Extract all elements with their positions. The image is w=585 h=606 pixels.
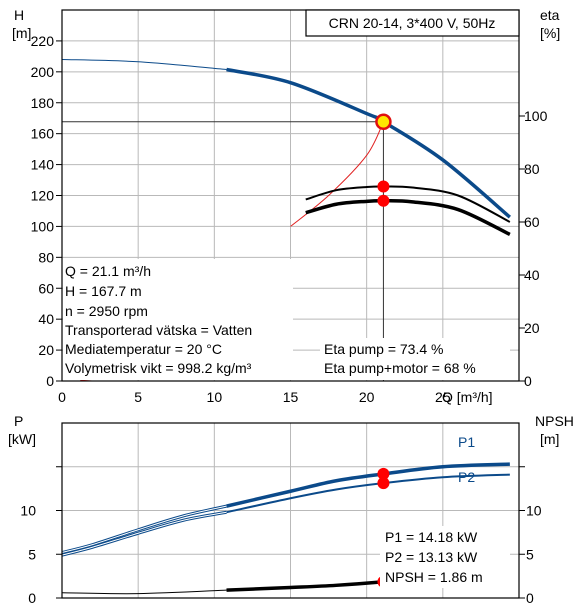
duty-point-marker: [375, 113, 392, 131]
y2-axis-unit-percent: [%]: [540, 25, 560, 41]
y-tick-label: 100: [31, 218, 55, 234]
eta-pump-marker: [377, 180, 390, 193]
performance-tick-labels: 0204060801001201401601802002200204060801…: [31, 33, 548, 405]
y2-axis-label-eta: eta: [540, 7, 560, 23]
eta-pump-text: Eta pump = 73.4 %: [324, 341, 443, 357]
y-tick-label: 20: [38, 342, 54, 358]
info-npsh: NPSH = 1.86 m: [385, 569, 483, 585]
chart-title: CRN 20-14, 3*400 V, 50Hz: [329, 15, 496, 31]
x-tick-label: 20: [359, 389, 375, 405]
power-npsh-chart: P [kW] NPSH [m] 0 5 10 0 5 10 P1 P2 P1 = 14.1…: [8, 413, 574, 606]
x-tick-label: 25: [435, 389, 451, 405]
p-tick-label: 5: [28, 546, 36, 562]
eta-pump-motor-marker: [377, 194, 390, 207]
p-tick-label: 10: [20, 503, 36, 519]
y-tick-label: 0: [46, 373, 54, 389]
legend-p2-label: P2: [458, 469, 475, 485]
y2-tick-label: 40: [524, 267, 540, 283]
info-p2: P2 = 13.13 kW: [385, 549, 478, 565]
y-axis-unit-m: [m]: [12, 25, 31, 41]
npsh-tick-label: 5: [526, 546, 534, 562]
npsh-curve-extended: [61, 589, 227, 595]
info-speed: n = 2950 rpm: [65, 303, 148, 319]
y-tick-label: 80: [38, 249, 54, 265]
y2-axis-label-npsh: NPSH: [535, 413, 574, 429]
p-tick-label: 0: [28, 590, 36, 606]
info-flow: Q = 21.1 m³/h: [65, 263, 151, 279]
info-head: H = 167.7 m: [65, 283, 142, 299]
p2-curve: [226, 473, 510, 514]
y-axis-unit-kw: [kW]: [8, 431, 36, 447]
x-tick-label: 0: [58, 389, 66, 405]
head-curve: [226, 67, 511, 219]
y-tick-label: 40: [38, 311, 54, 327]
y2-tick-label: 0: [524, 373, 532, 389]
legend-p1-label: P1: [458, 434, 475, 450]
x-tick-label: 15: [283, 389, 299, 405]
y2-tick-label: 20: [524, 320, 540, 336]
eta-pump-motor-text: Eta pump+motor = 68 %: [324, 360, 476, 376]
p1-curve-extended-core: [61, 505, 227, 553]
p1-marker: [377, 467, 390, 480]
info-liquid: Transporterad vätska = Vatten: [65, 322, 252, 338]
chart-title-box: [305, 9, 520, 37]
y-tick-label: 200: [31, 64, 55, 80]
y2-tick-label: 100: [524, 108, 548, 124]
y-tick-label: 220: [31, 33, 55, 49]
info-temperature: Mediatemperatur = 20 °C: [65, 341, 222, 357]
y-axis-label-p: P: [14, 413, 23, 429]
power-tick-labels: 0 5 10 0 5 10: [20, 466, 542, 606]
x-axis-label: Q [m³/h]: [442, 389, 493, 405]
performance-chart: CRN 20-14, 3*400 V, 50Hz H [m] eta [%] Q…: [12, 7, 560, 405]
eta-text-backdrop: [320, 338, 510, 380]
npsh-tick-label: 0: [526, 590, 534, 606]
y-tick-label: 120: [31, 188, 55, 204]
performance-curves: [61, 58, 511, 381]
info-density: Volymetrisk vikt = 998.2 kg/m³: [65, 360, 252, 376]
y2-tick-label: 60: [524, 214, 540, 230]
info-text-backdrop: [63, 259, 293, 380]
y2-axis-unit-m: [m]: [540, 431, 559, 447]
head-curve-extended: [61, 58, 227, 71]
info-p1: P1 = 14.18 kW: [385, 529, 478, 545]
p2-curve-extended-core: [61, 511, 227, 556]
y2-tick-label: 80: [524, 161, 540, 177]
p2-marker: [377, 477, 390, 490]
y-axis-label-h: H: [14, 7, 24, 23]
npsh-tick-label: 10: [526, 503, 542, 519]
x-tick-label: 10: [207, 389, 223, 405]
p1-curve: [226, 462, 510, 508]
y-tick-label: 160: [31, 126, 55, 142]
y-tick-label: 140: [31, 157, 55, 173]
y-tick-label: 60: [38, 280, 54, 296]
power-info-backdrop: [380, 526, 510, 588]
y-tick-label: 180: [31, 95, 55, 111]
x-tick-label: 5: [134, 389, 142, 405]
